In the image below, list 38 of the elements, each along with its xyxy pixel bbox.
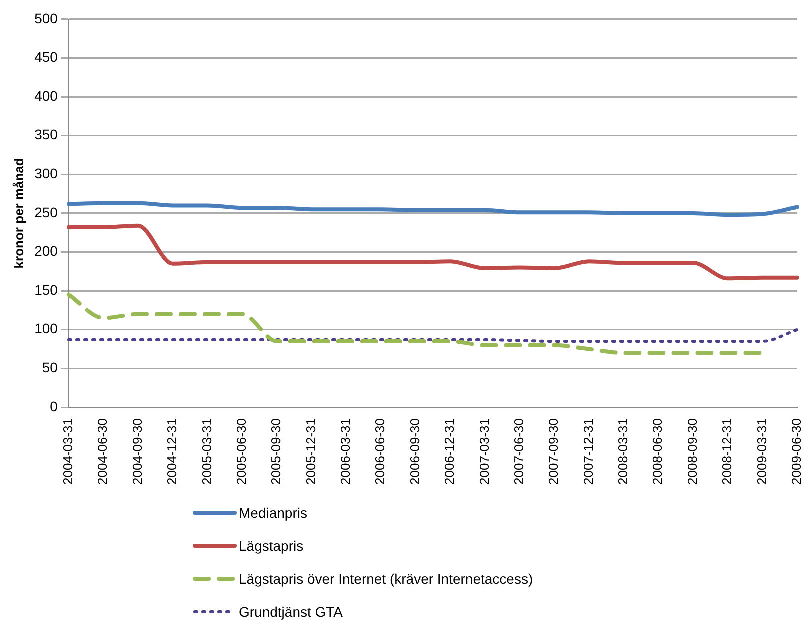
x-tick-label: 2008-12-31 bbox=[720, 418, 735, 485]
y-tick-label: 150 bbox=[34, 282, 58, 298]
y-tick-label: 50 bbox=[42, 360, 58, 376]
x-tick-label: 2006-03-31 bbox=[338, 418, 354, 485]
x-tick-label: 2006-06-30 bbox=[372, 418, 388, 485]
x-tick-label: 2008-09-30 bbox=[684, 418, 700, 485]
legend-label: Lägstapris bbox=[239, 538, 304, 554]
x-tick-label: 2005-12-31 bbox=[303, 418, 318, 485]
x-tick-label: 2004-03-31 bbox=[60, 418, 76, 485]
x-tick-label: 2007-06-30 bbox=[511, 418, 526, 485]
y-tick-label: 250 bbox=[34, 204, 58, 220]
y-tick-label: 450 bbox=[34, 49, 58, 66]
x-tick-label: 2009-03-31 bbox=[754, 418, 770, 485]
x-tick-label: 2004-06-30 bbox=[95, 418, 110, 485]
x-tick-label: 2005-09-30 bbox=[268, 418, 284, 485]
legend-label: Lägstapris över Internet (kräver Internetaccess) bbox=[239, 570, 534, 586]
x-tick-label: 2007-03-31 bbox=[476, 418, 492, 485]
x-tick-label: 2008-03-31 bbox=[616, 418, 631, 485]
x-tick-label: 2004-09-30 bbox=[130, 418, 145, 485]
x-tick-label: 2008-06-30 bbox=[650, 418, 666, 485]
x-tick-label: 2009-06-30 bbox=[788, 418, 804, 485]
y-tick-label: 200 bbox=[34, 243, 58, 260]
y-tick-label: 400 bbox=[34, 88, 58, 104]
x-tick-label: 2006-12-31 bbox=[442, 418, 458, 485]
x-tick-label: 2006-09-30 bbox=[407, 418, 422, 485]
legend-label: Medianpris bbox=[239, 504, 308, 520]
y-tick-label: 500 bbox=[34, 10, 58, 26]
legend-label: Grundtjänst GTA bbox=[239, 604, 344, 620]
x-tick-label: 2005-06-30 bbox=[234, 418, 249, 485]
y-tick-label: 100 bbox=[34, 320, 58, 337]
x-tick-label: 2005-03-31 bbox=[199, 418, 214, 485]
x-tick-label: 2007-12-31 bbox=[580, 418, 596, 485]
y-tick-label: 300 bbox=[34, 166, 58, 182]
y-axis-title: kronor per månad bbox=[11, 158, 26, 269]
x-tick-label: 2007-09-30 bbox=[546, 418, 562, 485]
y-tick-label: 350 bbox=[34, 126, 58, 143]
x-tick-label: 2004-12-31 bbox=[164, 418, 180, 485]
y-tick-label: 0 bbox=[50, 398, 58, 414]
